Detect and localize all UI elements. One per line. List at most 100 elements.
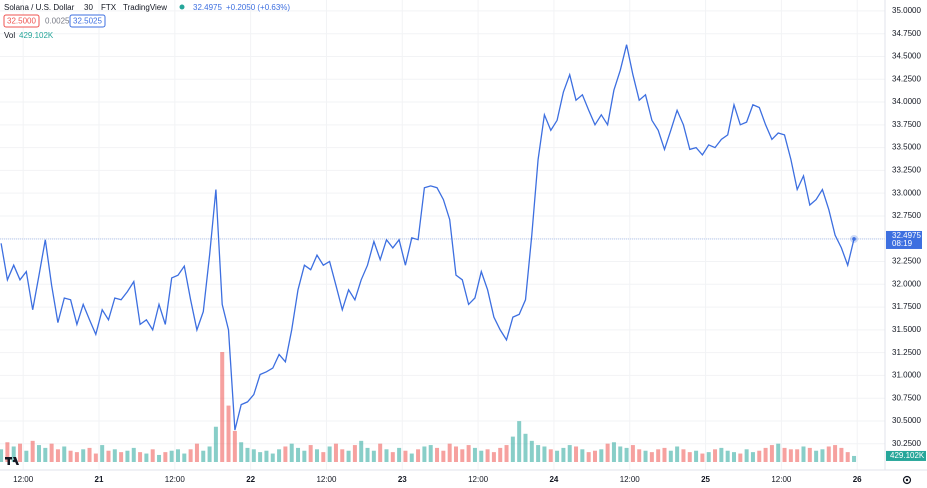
- ask-box[interactable]: [69, 14, 106, 28]
- y-tick-label: 31.7500: [892, 302, 921, 311]
- volume-bar: [801, 446, 806, 462]
- volume-bar: [662, 447, 667, 462]
- symbol-title: Solana / U.S. Dollar: [4, 3, 75, 12]
- volume-bar: [643, 450, 648, 462]
- volume-bar: [43, 447, 48, 462]
- volume-bar: [24, 450, 29, 462]
- volume-bar: [618, 446, 623, 462]
- volume-bar: [852, 455, 857, 462]
- x-tick-label: 12:00: [316, 475, 337, 484]
- volume-bar: [100, 445, 105, 462]
- volume-bar: [138, 452, 143, 462]
- y-tick-label: 34.7500: [892, 29, 921, 38]
- volume-bar: [795, 449, 800, 462]
- volume-bar: [18, 443, 23, 462]
- volume-bar: [498, 447, 503, 462]
- volume-bar: [220, 352, 225, 462]
- volume-bar: [675, 446, 680, 462]
- volume-bar: [599, 449, 604, 462]
- volume-bar: [5, 442, 10, 462]
- volume-bar: [87, 447, 92, 462]
- y-tick-label: 34.0000: [892, 97, 921, 106]
- volume-bar: [125, 450, 130, 462]
- volume-bar: [270, 453, 275, 462]
- y-tick-label: 33.2500: [892, 166, 921, 175]
- last-point-dot: [852, 237, 856, 241]
- volume-legend: Vol: [4, 31, 15, 40]
- volume-bar: [49, 443, 54, 462]
- volume-bar: [68, 450, 73, 462]
- y-tick-label: 32.0000: [892, 279, 921, 288]
- volume-bar: [302, 450, 307, 462]
- volume-bar: [397, 447, 402, 462]
- market-status-dot: [179, 4, 185, 10]
- volume-bar: [416, 449, 421, 462]
- volume-bar: [725, 450, 730, 462]
- volume-bar: [232, 430, 237, 462]
- volume-bar: [555, 450, 560, 462]
- volume-bar: [757, 450, 762, 462]
- volume-bar: [649, 452, 654, 462]
- volume-bar: [390, 452, 395, 462]
- volume-bar: [11, 446, 16, 462]
- y-tick-label: 30.7500: [892, 393, 921, 402]
- volume-bar: [807, 447, 812, 462]
- volume-bar: [371, 450, 376, 462]
- y-tick-label: 35.0000: [892, 6, 921, 15]
- volume-bar: [637, 449, 642, 462]
- volume-bar: [839, 447, 844, 462]
- volume-bar: [194, 443, 199, 462]
- volume-bar: [30, 440, 35, 462]
- volume-bar: [561, 447, 566, 462]
- bid-box[interactable]: [3, 14, 40, 28]
- volume-bar: [378, 443, 383, 462]
- settings-icon[interactable]: [902, 475, 912, 485]
- volume-bar: [504, 445, 509, 462]
- volume-bar: [548, 449, 553, 462]
- volume-bar: [466, 445, 471, 462]
- volume-bar: [788, 449, 793, 462]
- volume-bar: [55, 449, 60, 462]
- volume-bar: [226, 405, 231, 462]
- volume-bar: [182, 453, 187, 462]
- bid-price: 32.5000: [7, 17, 36, 26]
- volume-bar: [713, 449, 718, 462]
- interval: 30: [84, 3, 93, 12]
- x-tick-label: 23: [398, 475, 407, 484]
- volume-bar: [833, 445, 838, 462]
- volume-bar: [428, 445, 433, 462]
- volume-bar: [340, 449, 345, 462]
- x-tick-label: 12:00: [13, 475, 34, 484]
- volume-bar: [592, 450, 597, 462]
- volume-bars: [0, 352, 857, 462]
- y-tick-label: 33.7500: [892, 120, 921, 129]
- x-tick-label: 25: [701, 475, 710, 484]
- last-price: 32.4975: [193, 3, 222, 12]
- volume-bar: [0, 449, 4, 462]
- volume-bar: [820, 449, 825, 462]
- y-tick-label: 32.7500: [892, 211, 921, 220]
- volume-bar: [62, 446, 67, 462]
- y-tick-label: 31.0000: [892, 371, 921, 380]
- volume-bar: [460, 449, 465, 462]
- x-tick-label: 12:00: [771, 475, 792, 484]
- volume-bar: [738, 453, 743, 462]
- volume-bar: [491, 452, 496, 462]
- volume-bar: [567, 445, 572, 462]
- x-tick-label: 26: [853, 475, 862, 484]
- volume-bar: [472, 447, 477, 462]
- volume-bar: [845, 452, 850, 462]
- volume-bar: [769, 445, 774, 462]
- volume-bar: [314, 449, 319, 462]
- volume-bar: [529, 440, 534, 462]
- volume-bar: [112, 449, 117, 462]
- volume-bar: [333, 443, 338, 462]
- y-tick-label: 31.2500: [892, 348, 921, 357]
- y-tick-label: 34.2500: [892, 74, 921, 83]
- x-tick-label: 24: [549, 475, 558, 484]
- volume-bar: [144, 453, 149, 462]
- volume-bar: [523, 433, 528, 462]
- volume-bar: [169, 450, 174, 462]
- volume-bar: [536, 445, 541, 462]
- volume-bar: [611, 442, 616, 462]
